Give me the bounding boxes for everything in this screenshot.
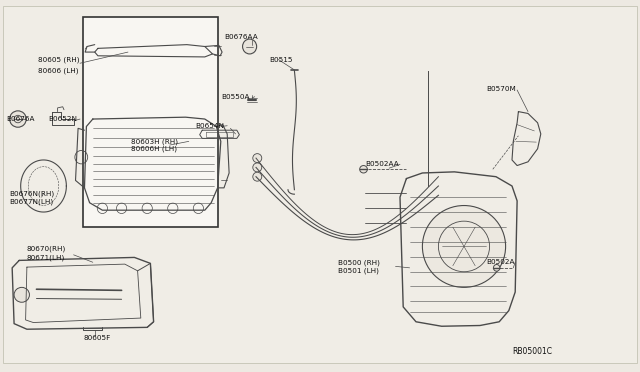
Ellipse shape [493, 264, 500, 271]
Ellipse shape [253, 163, 262, 172]
Text: B0502AA: B0502AA [365, 161, 399, 167]
Ellipse shape [253, 154, 262, 163]
Text: B0652N: B0652N [48, 116, 77, 122]
Text: 80606H (LH): 80606H (LH) [131, 145, 177, 152]
Text: 80670(RH): 80670(RH) [27, 246, 66, 253]
Text: B0676AA: B0676AA [224, 34, 258, 40]
Text: 80603H (RH): 80603H (RH) [131, 138, 178, 145]
Text: B0500 (RH): B0500 (RH) [338, 259, 380, 266]
Text: 80671(LH): 80671(LH) [27, 254, 65, 261]
Text: B0676A: B0676A [6, 116, 35, 122]
Text: B0676N(RH): B0676N(RH) [10, 190, 55, 197]
Text: B0515: B0515 [269, 57, 292, 62]
Ellipse shape [243, 39, 257, 54]
Text: RB05001C: RB05001C [512, 347, 552, 356]
Text: B0677N(LH): B0677N(LH) [10, 198, 54, 205]
Bar [83, 17, 218, 227]
Ellipse shape [10, 111, 26, 127]
Ellipse shape [14, 287, 29, 302]
Ellipse shape [422, 205, 506, 287]
Text: B0654N: B0654N [195, 124, 224, 129]
Ellipse shape [253, 172, 262, 181]
Text: B0501 (LH): B0501 (LH) [338, 267, 379, 274]
Text: B0502A: B0502A [486, 259, 515, 265]
Text: B0550A: B0550A [221, 94, 250, 100]
Text: 80605F: 80605F [83, 335, 111, 341]
Ellipse shape [360, 166, 367, 173]
Text: B0570M: B0570M [486, 86, 516, 92]
Text: 80605 (RH): 80605 (RH) [38, 56, 80, 63]
Text: 80606 (LH): 80606 (LH) [38, 67, 79, 74]
